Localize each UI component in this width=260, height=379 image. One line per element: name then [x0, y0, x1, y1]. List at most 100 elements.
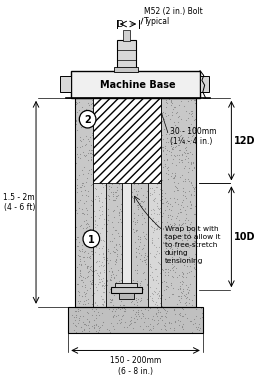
- Point: [139, 198, 143, 204]
- Point: [153, 166, 157, 172]
- Point: [178, 233, 182, 239]
- Point: [108, 136, 112, 142]
- Point: [128, 227, 132, 233]
- Point: [140, 212, 144, 218]
- Point: [95, 146, 99, 152]
- Point: [114, 227, 119, 233]
- Point: [164, 240, 168, 246]
- Point: [168, 245, 172, 251]
- Text: D: D: [116, 19, 123, 28]
- Point: [102, 255, 106, 262]
- Point: [94, 267, 98, 273]
- Point: [146, 284, 150, 290]
- Point: [131, 307, 135, 313]
- Point: [170, 224, 174, 230]
- Point: [144, 122, 148, 128]
- Point: [103, 163, 107, 169]
- Point: [148, 192, 152, 198]
- Point: [110, 323, 115, 329]
- Point: [74, 312, 78, 318]
- Point: [100, 97, 104, 103]
- Point: [121, 103, 125, 109]
- Point: [165, 222, 170, 228]
- Point: [115, 183, 120, 190]
- Point: [154, 277, 158, 283]
- Point: [184, 117, 188, 124]
- Point: [119, 298, 123, 304]
- Point: [162, 305, 166, 312]
- Point: [146, 229, 150, 235]
- Point: [93, 231, 97, 237]
- Point: [112, 326, 116, 332]
- Point: [170, 146, 174, 152]
- Point: [164, 283, 168, 289]
- Point: [102, 168, 107, 174]
- Point: [173, 170, 178, 176]
- Point: [129, 216, 133, 222]
- Point: [104, 244, 108, 250]
- Point: [115, 247, 119, 253]
- Point: [149, 206, 153, 212]
- Point: [110, 180, 114, 186]
- Point: [74, 117, 78, 123]
- Point: [100, 199, 104, 205]
- Point: [175, 185, 179, 191]
- Point: [78, 155, 82, 161]
- Point: [140, 150, 144, 156]
- Point: [95, 124, 100, 130]
- Point: [77, 205, 81, 211]
- Point: [175, 196, 179, 202]
- Point: [150, 109, 154, 115]
- Point: [141, 270, 145, 276]
- Point: [162, 249, 166, 255]
- Point: [123, 150, 127, 157]
- Point: [106, 206, 110, 212]
- Point: [162, 232, 166, 238]
- Point: [168, 149, 173, 155]
- Point: [181, 192, 185, 198]
- Point: [185, 137, 189, 143]
- Point: [150, 185, 154, 191]
- Point: [162, 271, 167, 277]
- Point: [168, 221, 172, 227]
- Point: [84, 152, 88, 158]
- Point: [91, 188, 95, 194]
- Point: [95, 157, 99, 163]
- Point: [176, 286, 180, 292]
- Point: [157, 161, 161, 167]
- Point: [103, 180, 107, 186]
- Point: [81, 274, 85, 280]
- Point: [114, 306, 119, 312]
- Point: [82, 107, 86, 113]
- Point: [82, 290, 86, 296]
- Point: [115, 319, 119, 326]
- Point: [193, 266, 197, 272]
- Point: [104, 216, 108, 222]
- Point: [178, 318, 182, 324]
- Point: [105, 139, 109, 146]
- Point: [118, 296, 122, 302]
- Point: [149, 105, 153, 111]
- Point: [160, 144, 164, 150]
- Point: [148, 281, 152, 287]
- Point: [75, 100, 79, 106]
- Point: [102, 142, 106, 148]
- Point: [75, 127, 80, 133]
- Point: [119, 186, 123, 193]
- Point: [177, 158, 181, 164]
- Point: [158, 132, 162, 138]
- Point: [110, 308, 114, 314]
- Point: [180, 172, 185, 178]
- Point: [192, 97, 196, 103]
- Point: [152, 221, 157, 227]
- Point: [98, 324, 102, 330]
- Point: [155, 294, 159, 300]
- Point: [114, 115, 119, 121]
- Point: [88, 266, 93, 272]
- Point: [146, 132, 150, 138]
- Point: [96, 234, 101, 240]
- Point: [183, 221, 187, 227]
- Point: [112, 104, 116, 110]
- Point: [136, 296, 140, 302]
- Point: [150, 169, 154, 175]
